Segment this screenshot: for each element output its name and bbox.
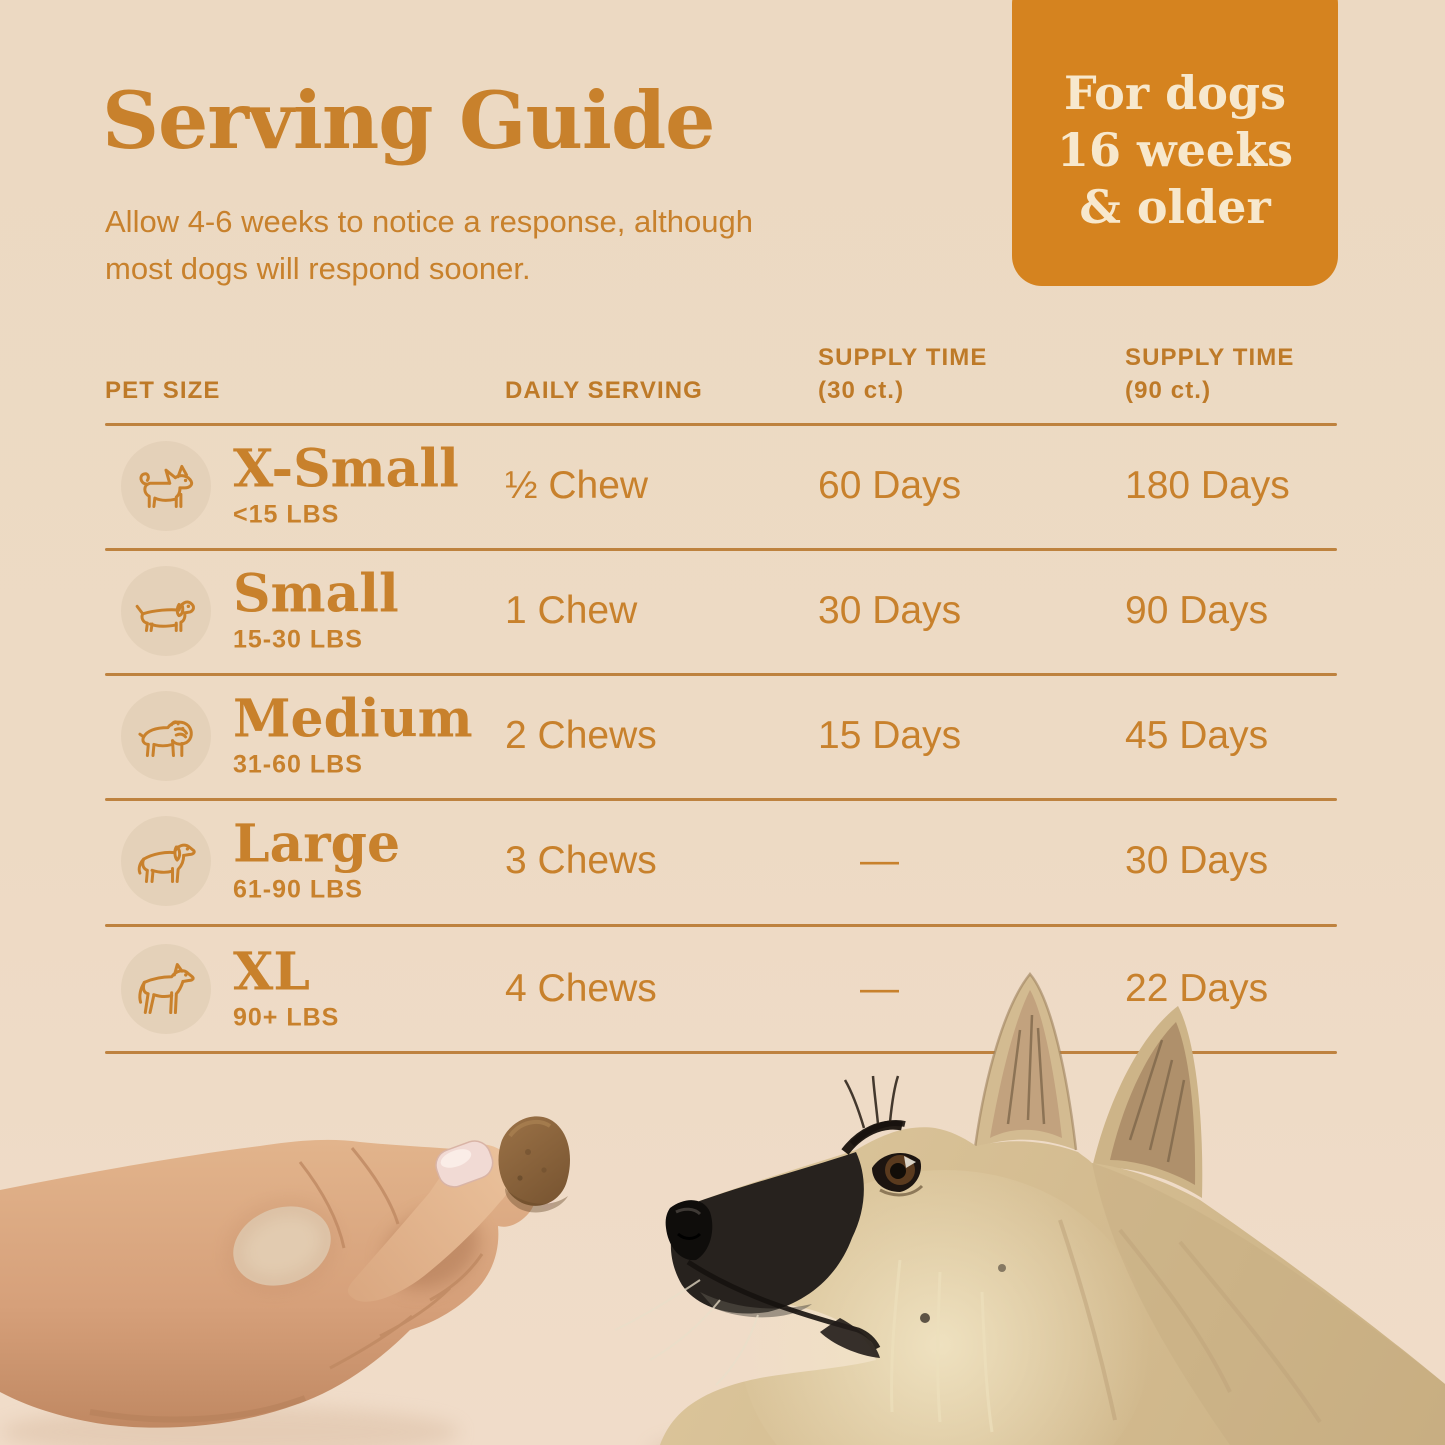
age-badge-text: For dogs 16 weeks & older	[1057, 66, 1293, 234]
supply-90-value: 22 Days	[1125, 966, 1269, 1010]
age-badge: For dogs 16 weeks & older	[1012, 0, 1338, 286]
dog-muzzle	[670, 1152, 864, 1314]
hand-shadow	[0, 1406, 460, 1445]
pet-weight-label: <15 LBS	[233, 500, 340, 529]
dog-shadow	[658, 1422, 1242, 1445]
dog-chin-patch	[820, 1318, 880, 1358]
supply-90-value: 90 Days	[1125, 588, 1269, 632]
pet-weight-label: 15-30 LBS	[233, 625, 363, 654]
chew-treat	[498, 1116, 570, 1213]
divider-line	[105, 548, 1337, 551]
divider-line	[105, 423, 1337, 426]
table-row-x-small: X-Small <15 LBS ½ Chew 60 Days 180 Days	[0, 423, 1445, 548]
finger-creases	[298, 1147, 484, 1370]
dog-freckle	[998, 1264, 1006, 1272]
dog-fur-light	[890, 1259, 994, 1433]
supply-30-value: 60 Days	[818, 463, 962, 507]
dog-mouth-line	[686, 1259, 881, 1350]
daily-serving-value: 2 Chews	[505, 713, 657, 757]
pet-size-label: Medium	[233, 687, 473, 749]
dog-flews-highlight	[700, 1292, 812, 1318]
hand-silhouette	[0, 1139, 537, 1428]
subtitle-text: Allow 4-6 weeks to notice a response, al…	[105, 204, 753, 286]
table-row-xl: XL 90+ LBS 4 Chews — 22 Days	[0, 924, 1445, 1053]
hand-photo	[0, 1139, 555, 1428]
thumbnail	[435, 1140, 494, 1188]
table-row-medium: Medium 31-60 LBS 2 Chews 15 Days 45 Days	[0, 673, 1445, 798]
chihuahua-icon	[139, 464, 194, 508]
daily-serving-value: 4 Chews	[505, 966, 657, 1010]
daily-serving-value: ½ Chew	[505, 463, 649, 507]
pet-size-label: Large	[233, 813, 401, 875]
supply-30-value: 15 Days	[818, 713, 962, 757]
pet-icon-circle	[121, 440, 211, 531]
dog-eye	[872, 1153, 924, 1197]
table-row-large: Large 61-90 LBS 3 Chews — 30 Days	[0, 798, 1445, 924]
supply-90-value: 30 Days	[1125, 839, 1269, 882]
page-title: Serving Guide	[102, 74, 715, 167]
divider-line	[105, 1051, 1337, 1054]
column-header-supply-90: SUPPLY TIME (90 ct.)	[1125, 344, 1295, 404]
great-dane-icon	[138, 962, 195, 1014]
supply-90-value: 180 Days	[1125, 463, 1290, 507]
pet-weight-label: 90+ LBS	[233, 1003, 340, 1032]
bulldog-icon	[138, 719, 193, 757]
supply-30-value: —	[860, 966, 899, 1010]
index-nail	[535, 1180, 555, 1210]
pet-size-label: Small	[233, 562, 399, 624]
palm-shadow	[89, 1395, 307, 1423]
supply-30-value: 30 Days	[818, 588, 962, 632]
dog-chest-highlight	[740, 1170, 1150, 1445]
retriever-icon	[137, 843, 196, 883]
thumb	[347, 1144, 513, 1302]
pet-icon-circle	[121, 565, 211, 656]
pet-icon-circle	[121, 690, 211, 781]
dog-back-shading	[1092, 1163, 1445, 1445]
pet-icon-circle	[121, 816, 211, 906]
divider-line	[105, 924, 1337, 927]
pet-weight-label: 31-60 LBS	[233, 750, 363, 779]
divider-line	[105, 673, 1337, 676]
finger-gap-shadow	[230, 1203, 334, 1289]
supply-90-value: 45 Days	[1125, 713, 1269, 757]
table-row-small: Small 15-30 LBS 1 Chew 30 Days 90 Days	[0, 548, 1445, 673]
column-header-pet-size: PET SIZE	[105, 377, 221, 404]
supply-30-value: —	[860, 839, 899, 882]
pinch-shadow	[384, 1210, 480, 1290]
dog-whiskers	[614, 1279, 759, 1386]
daily-serving-value: 1 Chew	[505, 588, 638, 632]
column-header-supply-30: SUPPLY TIME (30 ct.)	[818, 344, 988, 404]
dog-body	[660, 1127, 1445, 1445]
daily-serving-value: 3 Chews	[505, 839, 657, 882]
dachshund-icon	[135, 600, 195, 632]
divider-line	[105, 798, 1337, 801]
dog-fur-dark	[1058, 1219, 1322, 1424]
dog-nose	[665, 1200, 713, 1261]
dog-freckle	[920, 1313, 930, 1323]
pet-size-label: XL	[233, 940, 310, 1002]
column-header-daily-serving: DAILY SERVING	[505, 377, 703, 404]
finger-gap	[233, 1206, 331, 1286]
pet-icon-circle	[121, 943, 211, 1034]
pet-size-label: X-Small	[233, 437, 459, 499]
pet-weight-label: 61-90 LBS	[233, 875, 363, 904]
dog-eyebrow-tuft	[841, 1075, 906, 1155]
